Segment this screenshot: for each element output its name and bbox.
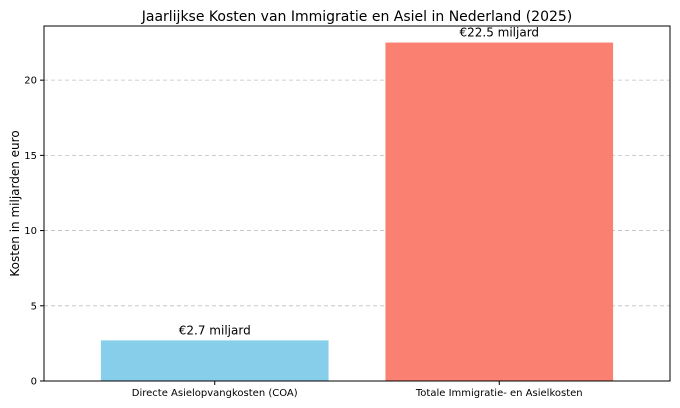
axes	[43, 25, 671, 382]
y-tick-label: 20	[24, 76, 37, 87]
y-tick-label: 5	[31, 301, 37, 312]
bar-value-label: €22.5 miljard	[459, 26, 539, 40]
plot-frame	[43, 25, 671, 382]
bars	[100, 42, 614, 382]
x-axis-ticks: Directe Asielopvangkosten (COA) Totale Im…	[132, 381, 583, 399]
y-tick-label: 10	[24, 226, 37, 237]
bar	[100, 340, 329, 381]
data-labels: €2.7 miljard €22.5 miljard	[179, 26, 539, 338]
bar-value-label: €2.7 miljard	[179, 323, 251, 337]
x-tick-label: Totale Immigratie- en Asielkosten	[415, 388, 583, 399]
y-tick-label: 15	[24, 151, 37, 162]
y-axis-label: Kosten in miljarden euro	[8, 130, 22, 276]
chart-title: Jaarlijkse Kosten van Immigratie en Asie…	[141, 9, 573, 25]
bar	[385, 42, 614, 382]
y-axis-ticks: 0 5 10 15 20	[24, 76, 44, 388]
y-tick-label: 0	[31, 377, 37, 388]
x-tick-label: Directe Asielopvangkosten (COA)	[132, 388, 298, 399]
